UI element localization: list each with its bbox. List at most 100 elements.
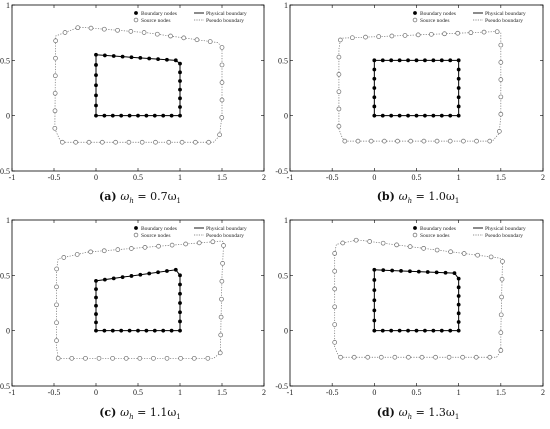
boundary-node [152, 328, 157, 333]
boundary-node [456, 311, 461, 316]
boundary-node [178, 310, 182, 315]
legend-source-nodes: Source nodes [141, 233, 170, 239]
boundary-node [439, 58, 444, 63]
legend-boundary-nodes: Boundary nodes [420, 226, 456, 232]
legend-boundary-node-marker [134, 11, 138, 15]
source-node [499, 276, 505, 282]
boundary-node [439, 328, 444, 333]
source-node [461, 138, 466, 144]
boundary-node [448, 113, 453, 118]
boundary-node [169, 328, 174, 333]
source-node [217, 350, 223, 356]
boundary-node [456, 294, 461, 298]
source-node [447, 138, 453, 144]
caption-subscript: h [408, 197, 413, 205]
panel-caption: (a) ωh = 0.7ω1 [99, 190, 181, 205]
source-node [365, 354, 371, 360]
source-node [101, 26, 107, 32]
source-node [498, 348, 504, 353]
source-node [69, 355, 75, 361]
source-node [368, 138, 374, 144]
y-tick-label: -0.5 [275, 382, 288, 391]
x-tick-label: 1 [457, 173, 461, 182]
caption-subscript-2: 1 [455, 197, 459, 205]
source-node [455, 30, 461, 36]
boundary-node [414, 328, 419, 333]
boundary-node [456, 285, 461, 290]
source-node [60, 139, 65, 145]
x-tick-label: 2 [262, 173, 266, 182]
boundary-node [372, 95, 377, 100]
boundary-node [94, 328, 98, 333]
source-node [461, 251, 467, 256]
x-tick-label: 1 [457, 388, 461, 397]
boundary-node [94, 63, 98, 67]
boundary-node [102, 277, 107, 282]
caption-subscript: h [408, 413, 413, 421]
boundary-node [416, 269, 421, 274]
source-node [206, 139, 212, 145]
source-node [193, 139, 198, 145]
x-tick-label: 0 [372, 173, 376, 182]
source-node [487, 138, 493, 144]
source-node [332, 251, 338, 256]
source-node [123, 355, 129, 361]
caption-letter: (c) [99, 406, 120, 419]
boundary-node [456, 276, 461, 281]
boundary-node [456, 328, 461, 333]
source-node [53, 55, 58, 61]
caption-omega: ω [120, 406, 129, 419]
boundary-node [423, 113, 427, 118]
source-node [54, 302, 59, 308]
boundary-node [152, 113, 157, 118]
boundary-node [380, 113, 385, 118]
x-tick-label: -0.5 [48, 388, 61, 397]
boundary-node [129, 55, 134, 60]
boundary-node [390, 268, 395, 273]
boundary-node [94, 278, 98, 283]
caption-letter: (b) [377, 190, 399, 203]
boundary-node [110, 328, 115, 333]
source-node [54, 284, 59, 290]
boundary-node [94, 93, 98, 98]
boundary-node [161, 328, 166, 333]
source-node [128, 29, 134, 34]
legend-source-node-marker [133, 17, 139, 23]
boundary-node [456, 104, 461, 109]
y-tick-label: 1 [284, 1, 288, 10]
legend-pseudo-boundary: Pseudo boundary [206, 233, 244, 239]
caption-subscript-2: 1 [176, 413, 180, 421]
caption-omega: ω [120, 190, 129, 203]
source-node [110, 355, 115, 361]
source-node [52, 108, 58, 114]
source-node [402, 33, 408, 38]
legend-boundary-node-marker [413, 226, 417, 230]
boundary-node [178, 291, 182, 296]
legend-boundary-node-marker [134, 226, 138, 230]
boundary-node [434, 270, 439, 275]
source-node [351, 354, 357, 360]
source-node [434, 138, 440, 144]
source-node [218, 314, 224, 320]
boundary-node [144, 328, 149, 333]
boundary-node [397, 113, 402, 118]
source-node [336, 123, 342, 129]
source-node [113, 139, 118, 145]
boundary-node [94, 52, 98, 57]
source-node [142, 245, 148, 250]
boundary-node [94, 83, 98, 88]
legend-boundary-nodes: Boundary nodes [141, 11, 177, 17]
source-node [101, 248, 107, 254]
boundary-node [136, 113, 140, 118]
boundary-node [165, 57, 169, 62]
source-node [219, 278, 225, 284]
source-node [217, 132, 222, 138]
source-node [179, 139, 185, 145]
legend-source-nodes: Source nodes [141, 18, 170, 24]
source-node [219, 296, 224, 302]
source-node [421, 138, 427, 144]
boundary-node [456, 67, 461, 72]
source-node [392, 354, 398, 360]
